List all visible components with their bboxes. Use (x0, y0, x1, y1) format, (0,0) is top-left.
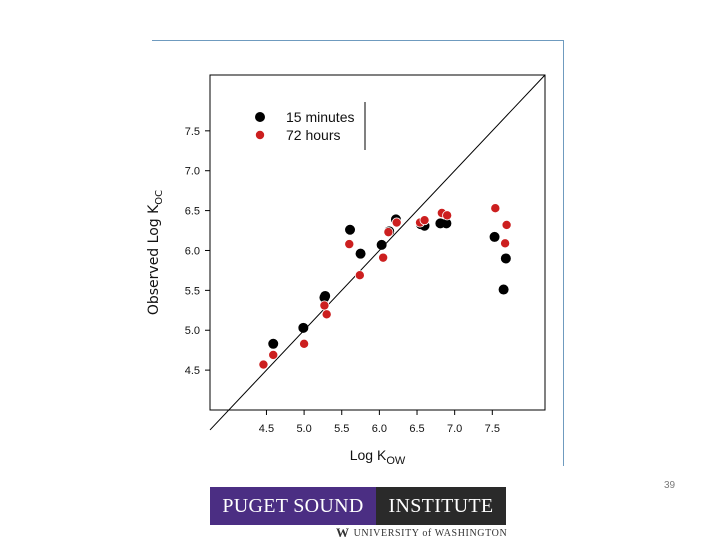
point-15-minutes (489, 231, 500, 242)
point-15-minutes (376, 239, 387, 250)
y-axis-title-main: Observed Log K (146, 204, 162, 315)
point-72-hours (258, 359, 269, 370)
point-72-hours (268, 349, 279, 360)
y-tick-label: 7.5 (185, 126, 200, 138)
x-axis-title-sub: OW (386, 455, 406, 467)
point-15-minutes (268, 338, 279, 349)
legend-label: 15 minutes (286, 109, 354, 125)
y-axis-title: Observed Log KOC (146, 190, 165, 315)
point-72-hours (419, 215, 430, 226)
point-72-hours (490, 203, 501, 214)
x-tick-label: 5.0 (296, 423, 311, 435)
y-tick-label: 5.0 (185, 325, 200, 337)
point-15-minutes (500, 253, 511, 264)
y-axis-title-sub: OC (154, 190, 165, 205)
uw-w-mark-icon: W (336, 525, 350, 540)
x-tick-label: 6.0 (372, 423, 387, 435)
x-axis-title-main: Log K (350, 447, 387, 463)
y-tick-label: 6.0 (185, 245, 200, 257)
point-15-minutes (498, 284, 509, 295)
x-tick-label: 7.0 (447, 423, 462, 435)
point-72-hours (501, 219, 512, 230)
legend-label: 72 hours (286, 127, 340, 143)
x-tick-label: 7.5 (485, 423, 500, 435)
point-72-hours (321, 309, 332, 320)
one-to-one-line (209, 74, 546, 431)
legend-marker (254, 129, 265, 140)
point-72-hours (344, 239, 355, 250)
point-72-hours (354, 270, 365, 281)
x-tick-label: 4.5 (259, 423, 274, 435)
logo-left-block: PUGET SOUND (210, 487, 376, 525)
point-15-minutes (345, 224, 356, 235)
point-72-hours (391, 217, 402, 228)
x-tick-label: 5.5 (334, 423, 349, 435)
point-15-minutes (298, 322, 309, 333)
point-72-hours (378, 252, 389, 263)
legend-marker (254, 112, 265, 123)
point-72-hours (319, 300, 330, 311)
y-tick-label: 4.5 (185, 365, 200, 377)
page-number: 39 (664, 480, 676, 491)
uw-wordmark: W UNIVERSITY of WASHINGTON (336, 525, 508, 540)
point-72-hours (442, 210, 453, 221)
uw-text: UNIVERSITY of WASHINGTON (353, 527, 508, 539)
x-tick-label: 6.5 (409, 423, 424, 435)
point-15-minutes (355, 248, 366, 259)
y-tick-label: 7.0 (185, 166, 200, 178)
y-tick-label: 5.5 (185, 285, 200, 297)
y-tick-label: 6.5 (185, 206, 200, 218)
puget-sound-institute-logo: PUGET SOUND INSTITUTE (210, 487, 506, 525)
point-72-hours (299, 338, 310, 349)
x-axis-title: Log KOW (350, 447, 406, 467)
plot-frame (209, 74, 546, 411)
slide-frame (152, 40, 564, 466)
logo-right-block: INSTITUTE (376, 487, 506, 525)
point-72-hours (500, 238, 511, 249)
point-72-hours (383, 227, 394, 238)
